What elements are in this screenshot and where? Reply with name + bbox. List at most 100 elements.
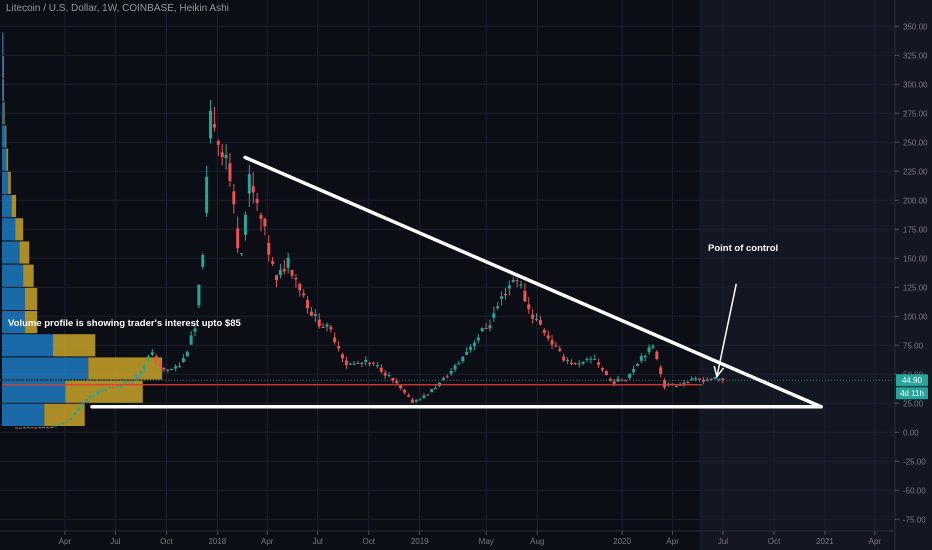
vp-down-bar: [2, 79, 4, 102]
candle-body: [26, 427, 30, 429]
candle-body: [154, 356, 158, 363]
candle-body: [340, 354, 344, 358]
candle-body: [185, 351, 189, 357]
candle-body: [18, 427, 22, 429]
candle-body: [337, 346, 341, 349]
candle-body: [356, 362, 360, 364]
candle-body: [403, 389, 407, 393]
candle-body: [686, 382, 690, 384]
candle-body: [573, 363, 577, 365]
x-tick-label: Jul: [718, 537, 728, 546]
point-of-control-annotation[interactable]: Point of control: [708, 243, 778, 254]
candle-body: [535, 319, 539, 321]
candle-body: [275, 275, 279, 281]
countdown-tag-bg: [896, 387, 928, 400]
poc-arrow[interactable]: [713, 283, 738, 379]
candle-body: [364, 359, 368, 363]
candle-body: [391, 377, 395, 381]
vp-down-bar: [88, 357, 163, 380]
candle-body: [92, 395, 96, 397]
vp-up-bar: [2, 171, 9, 194]
candle-body: [674, 385, 678, 387]
y-tick-label: 325.00: [903, 51, 928, 60]
candle-body: [205, 176, 209, 213]
candle-body: [515, 280, 519, 282]
candle-body: [445, 376, 449, 378]
candle-body: [243, 214, 247, 235]
candle-body: [624, 380, 628, 382]
candle-body: [329, 326, 333, 330]
candle-body: [22, 427, 26, 429]
candle-body: [387, 375, 391, 377]
candle-body: [49, 426, 53, 428]
candle-body: [53, 425, 57, 427]
candle-body: [441, 378, 445, 380]
candle-body: [177, 366, 181, 368]
price-axis[interactable]: 350.00 325.00 300.00 275.00 250.00 225.00 200.…: [895, 22, 928, 524]
candle-body: [569, 362, 573, 364]
candle-body: [174, 366, 178, 369]
vp-up-bar: [2, 264, 24, 287]
y-tick-label: 0.00: [903, 428, 919, 437]
time-axis[interactable]: Apr Jul Oct 2018 Apr Jul Oct 2019 May Aug 2020 Apr J…: [59, 531, 882, 546]
vp-down-bar: [65, 380, 143, 403]
candle-body: [418, 399, 422, 401]
candle-body: [139, 370, 143, 374]
vp-down-bar: [24, 287, 38, 310]
candle-body: [112, 386, 116, 388]
vp-up-bar: [2, 148, 7, 171]
candle-body: [73, 412, 77, 416]
candle-body: [457, 363, 461, 365]
vp-up-bar: [2, 79, 3, 102]
candle-body: [333, 337, 337, 343]
candle-body: [453, 365, 457, 370]
vp-down-bar: [44, 403, 85, 426]
x-tick-label: 2019: [411, 537, 429, 546]
candle-body: [65, 421, 69, 423]
candle-body: [286, 257, 290, 268]
candle-body: [100, 390, 104, 392]
vp-up-bar: [2, 55, 3, 78]
candle-body: [193, 328, 197, 332]
candle-body: [663, 380, 667, 388]
candle-body: [282, 268, 286, 272]
y-tick-label: 275.00: [903, 109, 928, 118]
candle-body: [406, 395, 410, 397]
vp-up-bar: [2, 195, 12, 218]
y-tick-label: 100.00: [903, 312, 928, 321]
candle-body: [375, 365, 379, 367]
candle-body: [527, 304, 531, 310]
candle-body: [38, 427, 42, 429]
candle-body: [721, 378, 725, 381]
candle-body: [306, 300, 310, 309]
candle-body: [604, 371, 608, 375]
candle-body: [61, 422, 65, 424]
candle-body: [659, 367, 663, 374]
candle-body: [647, 347, 651, 353]
x-tick-label: Jul: [313, 537, 323, 546]
candle-body: [507, 285, 511, 289]
vp-up-bar: [2, 32, 3, 55]
y-tick-label: 225.00: [903, 167, 928, 176]
x-tick-label: Aug: [530, 537, 544, 546]
trendline-upper[interactable]: [243, 155, 823, 409]
vp-down-bar: [8, 171, 11, 194]
candle-body: [352, 363, 356, 365]
candle-body: [399, 385, 403, 389]
candle-body: [259, 214, 263, 219]
candle-body: [115, 386, 119, 388]
x-tick-label: Oct: [160, 537, 173, 546]
y-tick-label: 300.00: [903, 80, 928, 89]
last-price-tag-bg: [896, 374, 928, 387]
candle-body: [88, 395, 92, 398]
candle-body: [228, 163, 232, 181]
candle-body: [271, 261, 275, 264]
volume-profile-annotation[interactable]: Volume profile is showing trader's inter…: [8, 318, 241, 329]
candle-body: [189, 335, 193, 345]
vp-up-bar: [2, 403, 45, 426]
candle-body: [119, 386, 123, 388]
y-tick-label: -50.00: [903, 486, 926, 495]
x-tick-label: Jul: [110, 537, 120, 546]
candle-body: [325, 324, 329, 327]
